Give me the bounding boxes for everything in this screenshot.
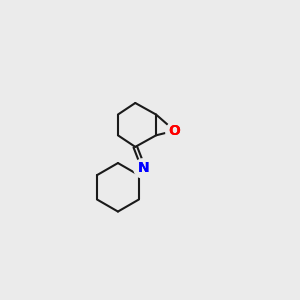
- Text: N: N: [137, 161, 149, 175]
- Text: N: N: [137, 161, 149, 175]
- Text: O: O: [169, 124, 181, 138]
- Text: O: O: [169, 124, 181, 138]
